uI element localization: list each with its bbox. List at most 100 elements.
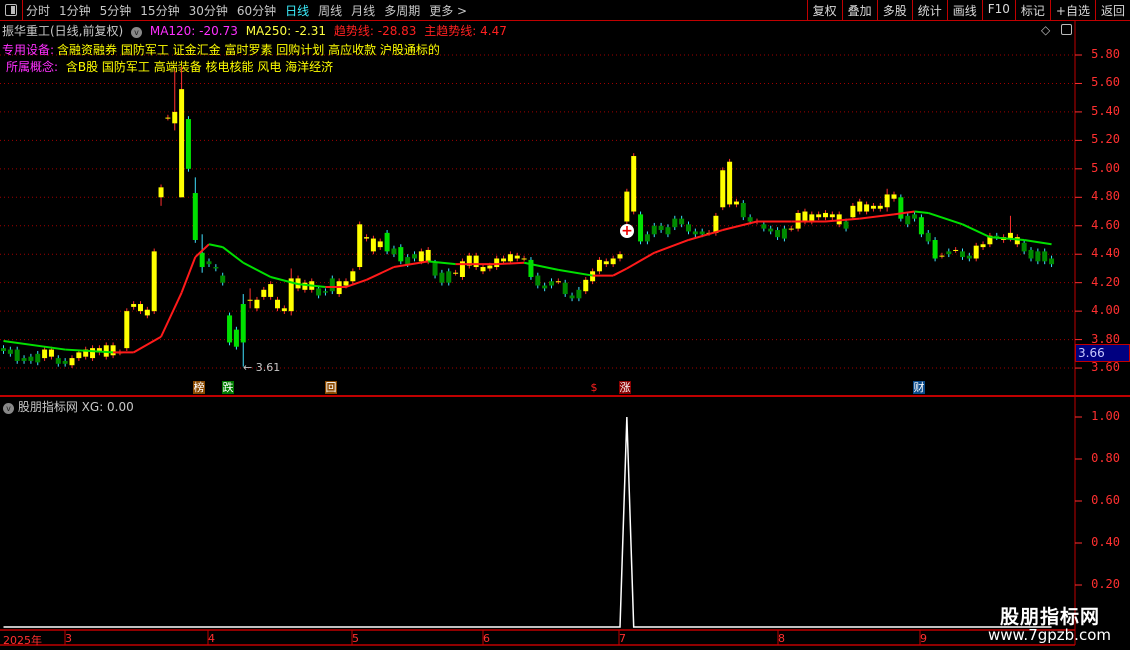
period-tabs: 分时 1分钟 5分钟 15分钟 30分钟 60分钟 日线 周线 月线 多周期 更多 > xyxy=(26,2,467,19)
toolbar-button[interactable]: 画线 xyxy=(946,0,982,20)
candle-body xyxy=(1007,232,1013,239)
candle-body xyxy=(199,252,205,268)
candle-body xyxy=(322,291,328,293)
trend-line-segment xyxy=(345,278,367,288)
price-tick: 3.60 xyxy=(1091,360,1120,375)
candle-body xyxy=(96,348,102,353)
period-tab[interactable]: 5分钟 xyxy=(99,4,132,18)
watermark-name: 股朋指标网 xyxy=(1000,606,1101,628)
candle-body xyxy=(1049,258,1055,265)
candle-body xyxy=(686,224,691,232)
toolbar-button[interactable]: 叠加 xyxy=(841,0,877,20)
candle-body xyxy=(925,232,931,242)
candle-body xyxy=(418,251,424,262)
indicator-tick: 0.20 xyxy=(1091,577,1120,591)
candle-body xyxy=(528,259,534,277)
dropdown-icon[interactable]: v xyxy=(131,27,143,38)
draw-tool-icon[interactable]: ◇ xyxy=(1041,23,1051,37)
event-marker[interactable]: 财 xyxy=(913,381,925,394)
candle-body xyxy=(932,239,938,259)
period-tab[interactable]: 60分钟 xyxy=(236,4,277,18)
trend-line-segment xyxy=(393,260,429,269)
toolbar: 分时 1分钟 5分钟 15分钟 30分钟 60分钟 日线 周线 月线 多周期 更多 > 复权 叠加 多股… xyxy=(0,0,1130,21)
candle-body xyxy=(281,308,287,312)
period-tab[interactable]: 多周期 xyxy=(384,4,421,18)
candle-body xyxy=(302,282,308,290)
candle-body xyxy=(809,214,815,222)
candle-body xyxy=(425,249,431,262)
period-tab[interactable]: 1分钟 xyxy=(59,4,91,18)
main-trend-value: 主趋势线: 4.47 xyxy=(424,24,507,38)
candle-body xyxy=(843,221,849,229)
trend-line-segment xyxy=(989,236,1025,241)
period-tab[interactable]: 更多 > xyxy=(429,4,468,18)
candle-body xyxy=(398,247,404,262)
candle-body xyxy=(624,191,630,222)
event-marker[interactable]: 回 xyxy=(325,381,337,394)
candle-body xyxy=(665,227,671,235)
toolbar-button[interactable]: 标记 xyxy=(1014,0,1050,20)
toolbar-button[interactable]: 返回 xyxy=(1094,0,1130,20)
candle-body xyxy=(891,194,897,199)
candle-body xyxy=(466,255,472,266)
period-tab[interactable]: 30分钟 xyxy=(188,4,228,18)
candle-body xyxy=(658,225,664,231)
period-tab[interactable]: 15分钟 xyxy=(140,4,180,18)
candle-body xyxy=(576,289,582,299)
candle-body xyxy=(494,258,500,268)
candle-body xyxy=(206,261,212,265)
candle-body xyxy=(391,248,397,255)
toolbar-button[interactable]: 多股 xyxy=(876,0,912,20)
trend-line-segment xyxy=(523,261,559,271)
trend-line-segment xyxy=(653,239,689,254)
event-marker[interactable]: 涨 xyxy=(619,381,631,394)
candle-body xyxy=(720,170,726,208)
candle-body xyxy=(487,265,493,269)
limit-up-icon[interactable]: + xyxy=(620,223,634,239)
toolbar-button[interactable]: 统计 xyxy=(911,0,947,20)
candle-body xyxy=(7,349,13,354)
trend-line-segment xyxy=(208,243,223,249)
candle-body xyxy=(1035,251,1041,262)
toolbar-button[interactable]: F10 xyxy=(981,0,1015,20)
candle-body xyxy=(960,251,965,258)
trend-line-segment xyxy=(914,210,929,214)
collapse-icon[interactable]: v xyxy=(3,403,14,414)
period-tab[interactable]: 周线 xyxy=(318,4,343,18)
candle-body xyxy=(768,228,774,232)
period-tab[interactable]: 分时 xyxy=(26,4,51,18)
candle-body xyxy=(90,348,96,359)
toolbar-button[interactable]: 复权 xyxy=(806,0,842,20)
event-marker[interactable]: 跌 xyxy=(222,381,234,394)
event-marker[interactable]: 榜 xyxy=(193,381,205,394)
trend-line-segment xyxy=(612,267,628,277)
period-tab[interactable]: 月线 xyxy=(351,4,376,18)
candle-body xyxy=(213,267,219,269)
trend-line-segment xyxy=(962,223,991,239)
period-tab[interactable]: 日线 xyxy=(285,4,310,18)
trend-line-segment xyxy=(366,266,395,281)
price-tick: 3.80 xyxy=(1091,331,1120,346)
event-marker[interactable]: $ xyxy=(590,381,598,394)
price-tick: 5.40 xyxy=(1091,103,1120,118)
candle-body xyxy=(733,201,739,205)
trend-line-segment xyxy=(222,246,244,264)
trend-line-segment xyxy=(927,212,963,226)
concept-row: 所属概念: 含B股 国防军工 高端装备 核电核能 风电 海洋经济 xyxy=(6,58,333,75)
candle-body xyxy=(829,214,835,218)
panel-toggle-button[interactable] xyxy=(0,0,23,20)
price-tick: 5.60 xyxy=(1091,75,1120,90)
low-price-value: 3.61 xyxy=(255,361,281,374)
candle-body xyxy=(288,278,294,312)
layout-toggle-icon[interactable] xyxy=(1061,24,1072,35)
current-price-box: 3.66 xyxy=(1075,344,1130,362)
candle-body xyxy=(316,288,322,296)
industry-label: 专用设备: xyxy=(2,43,55,57)
candle-body xyxy=(158,187,164,198)
candle-body xyxy=(329,278,335,292)
toolbar-button[interactable]: +自选 xyxy=(1049,0,1095,20)
candle-body xyxy=(679,218,685,225)
candle-body xyxy=(631,156,637,212)
indicator-tick: 0.60 xyxy=(1091,493,1120,507)
